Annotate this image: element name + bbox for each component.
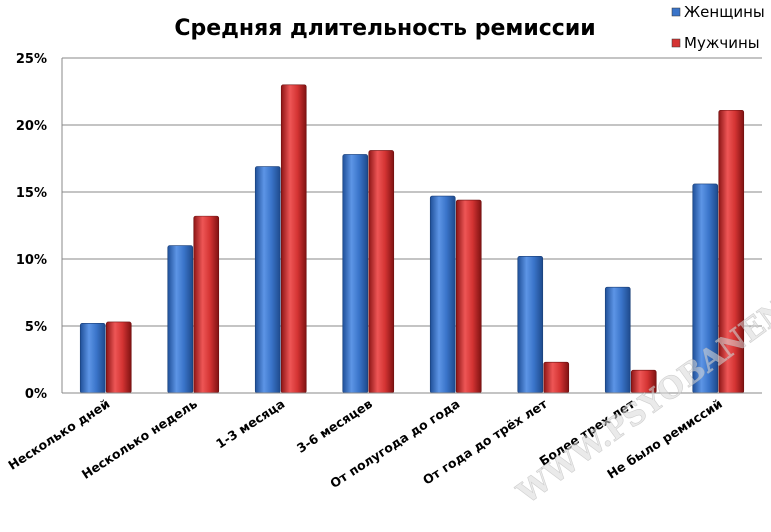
- bar-women: [517, 256, 544, 394]
- y-axis-ticks: 25% 20% 15% 10% 5% 0%: [16, 52, 47, 402]
- bar-women: [254, 166, 281, 394]
- bar-men: [368, 150, 395, 394]
- legend-swatch: [671, 7, 681, 17]
- y-tick-label: 15%: [16, 186, 47, 201]
- y-tick-label: 20%: [16, 119, 47, 134]
- y-tick-label: 0%: [25, 387, 47, 402]
- legend-label: Мужчины: [684, 34, 760, 52]
- bar-women: [604, 286, 631, 394]
- bar-men: [543, 361, 570, 394]
- bar-men: [105, 321, 132, 394]
- chart-title: Средняя длительность ремиссии: [174, 16, 595, 41]
- bar-men: [455, 199, 482, 394]
- y-tick-label: 10%: [16, 253, 47, 268]
- legend: Женщины Мужчины: [671, 3, 765, 52]
- bars: [79, 84, 745, 394]
- bar-women: [167, 245, 194, 394]
- legend-label: Женщины: [684, 3, 765, 21]
- bar-women: [79, 323, 106, 394]
- legend-swatch: [671, 38, 681, 48]
- y-tick-label: 5%: [25, 320, 47, 335]
- x-tick-label: 1-3 месяца: [213, 396, 287, 451]
- x-tick-label: 3-6 месяцев: [294, 396, 375, 456]
- y-tick-label: 25%: [16, 52, 47, 67]
- bar-women: [342, 154, 369, 394]
- grid-lines: [62, 57, 762, 327]
- bar-men: [280, 84, 307, 394]
- bar-women: [429, 195, 456, 394]
- bar-men: [193, 215, 220, 394]
